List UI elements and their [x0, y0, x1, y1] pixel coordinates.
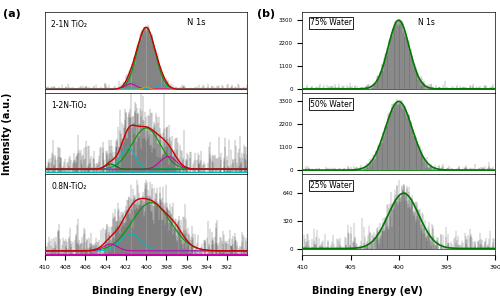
Text: 25% Water: 25% Water — [310, 181, 352, 190]
Text: Intensity (a.u.): Intensity (a.u.) — [2, 92, 12, 175]
Text: 50% Water: 50% Water — [310, 99, 352, 109]
Text: 1-2N-TiO₂: 1-2N-TiO₂ — [51, 101, 86, 110]
Text: 75% Water: 75% Water — [310, 18, 352, 27]
Text: 2-1N TiO₂: 2-1N TiO₂ — [51, 20, 87, 29]
Text: (b): (b) — [258, 9, 276, 19]
Text: N 1s: N 1s — [186, 18, 205, 27]
Text: (a): (a) — [2, 9, 20, 19]
Text: 0.8N-TiO₂: 0.8N-TiO₂ — [51, 182, 86, 191]
Text: Binding Energy (eV): Binding Energy (eV) — [312, 286, 423, 296]
Text: N 1s: N 1s — [418, 18, 435, 27]
Text: Binding Energy (eV): Binding Energy (eV) — [92, 286, 203, 296]
